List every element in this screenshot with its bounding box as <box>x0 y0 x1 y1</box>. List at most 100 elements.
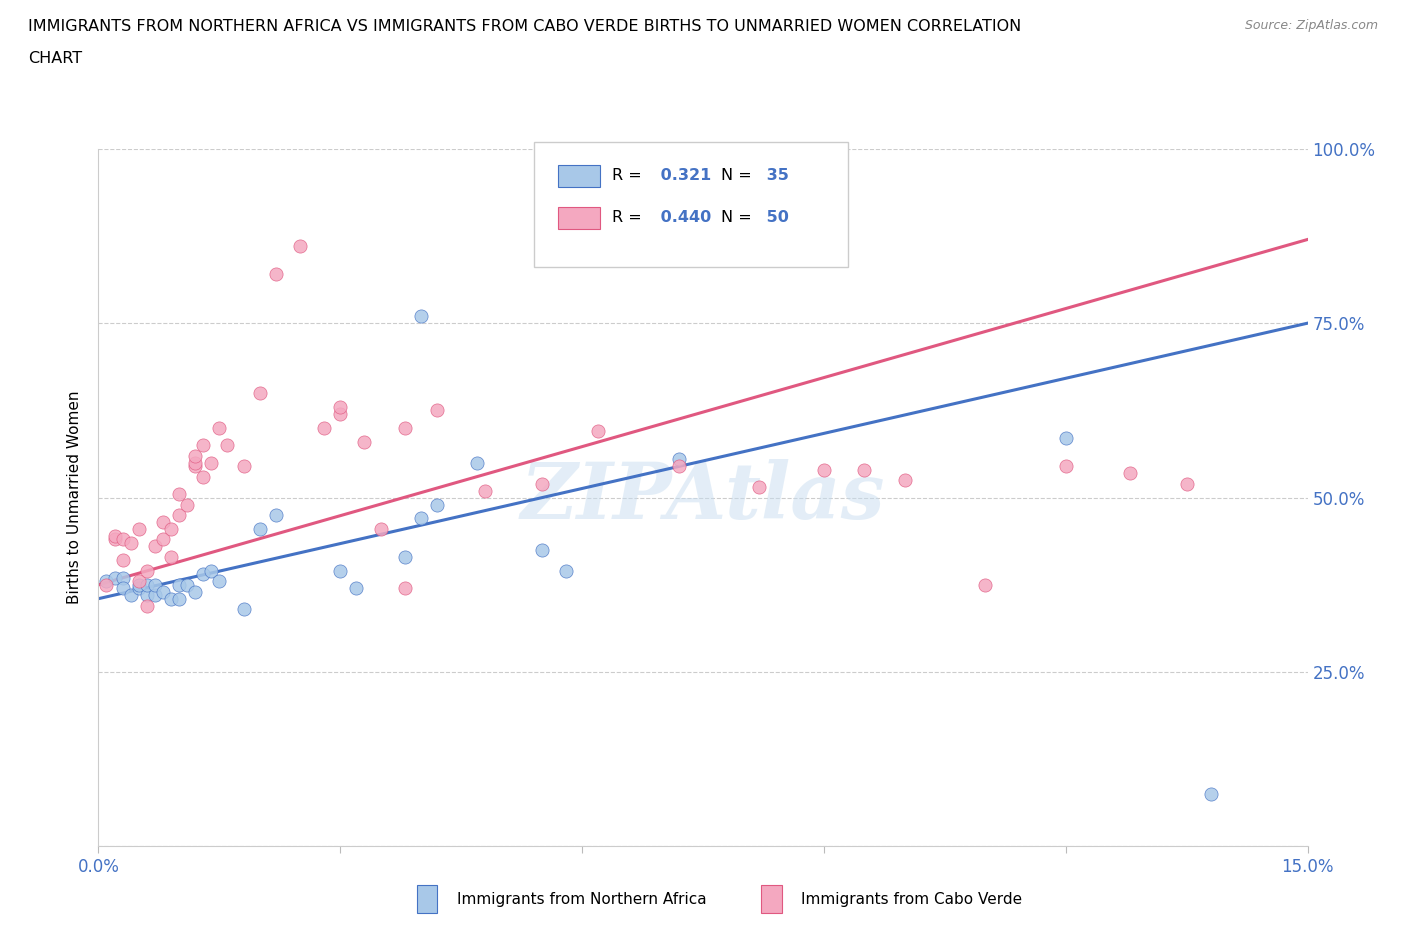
Point <box>530 542 553 557</box>
Point <box>249 386 271 401</box>
Point <box>184 584 207 599</box>
Point <box>167 508 190 523</box>
Text: N =: N = <box>721 167 756 183</box>
Point <box>329 400 352 415</box>
Point <box>167 578 190 592</box>
Point <box>264 508 287 523</box>
Point <box>135 598 157 613</box>
Point <box>96 578 118 592</box>
Text: 50: 50 <box>761 209 789 225</box>
Point <box>893 472 915 487</box>
Point <box>128 578 150 592</box>
Point <box>394 420 416 435</box>
Point <box>353 434 375 449</box>
Text: R =: R = <box>613 167 647 183</box>
Point <box>193 470 215 485</box>
Point <box>974 578 997 592</box>
Point <box>329 406 352 421</box>
Point <box>668 458 690 473</box>
Point <box>103 570 125 585</box>
Point <box>111 570 134 585</box>
Text: 35: 35 <box>761 167 789 183</box>
Point <box>426 498 449 512</box>
Y-axis label: Births to Unmarried Women: Births to Unmarried Women <box>67 391 83 604</box>
Point <box>135 564 157 578</box>
Point <box>152 514 174 529</box>
Point <box>344 580 367 596</box>
Point <box>143 588 166 603</box>
Text: Immigrants from Cabo Verde: Immigrants from Cabo Verde <box>801 892 1022 907</box>
Point <box>135 588 157 603</box>
Point <box>394 580 416 596</box>
Text: 0.440: 0.440 <box>655 209 711 225</box>
Point <box>208 574 231 589</box>
Point <box>555 564 578 578</box>
Point <box>426 403 449 418</box>
Text: N =: N = <box>721 209 756 225</box>
Point <box>120 588 142 603</box>
Point <box>111 532 134 547</box>
Point <box>128 522 150 537</box>
FancyBboxPatch shape <box>558 206 600 229</box>
Point <box>409 512 432 526</box>
Point <box>111 580 134 596</box>
Point <box>668 452 690 467</box>
Text: ZIPAtlas: ZIPAtlas <box>520 459 886 536</box>
Point <box>394 550 416 565</box>
Point <box>152 584 174 599</box>
Point <box>232 602 254 617</box>
Point <box>167 486 190 501</box>
Point <box>128 574 150 589</box>
Point <box>103 532 125 547</box>
Point <box>217 438 239 453</box>
Point <box>111 553 134 568</box>
Point <box>160 550 183 565</box>
FancyBboxPatch shape <box>558 165 600 187</box>
Point <box>128 580 150 596</box>
Point <box>288 239 311 254</box>
Point <box>152 532 174 547</box>
Point <box>135 578 157 592</box>
Point <box>232 458 254 473</box>
Point <box>329 564 352 578</box>
Text: 0.321: 0.321 <box>655 167 711 183</box>
Point <box>530 476 553 491</box>
Point <box>120 536 142 551</box>
Text: IMMIGRANTS FROM NORTHERN AFRICA VS IMMIGRANTS FROM CABO VERDE BIRTHS TO UNMARRIE: IMMIGRANTS FROM NORTHERN AFRICA VS IMMIG… <box>28 19 1021 33</box>
Point <box>176 498 198 512</box>
Point <box>103 528 125 543</box>
Point <box>160 522 183 537</box>
Point <box>167 591 190 606</box>
Point <box>184 456 207 471</box>
Point <box>193 438 215 453</box>
Point <box>1054 458 1077 473</box>
Point <box>586 424 609 439</box>
Point <box>1054 431 1077 445</box>
Point <box>748 480 770 495</box>
Text: Source: ZipAtlas.com: Source: ZipAtlas.com <box>1244 19 1378 32</box>
Point <box>193 567 215 582</box>
Text: CHART: CHART <box>28 51 82 66</box>
Point <box>1119 466 1142 481</box>
Point <box>143 539 166 554</box>
Point <box>813 462 835 477</box>
Point <box>160 591 183 606</box>
Point <box>1175 476 1198 491</box>
Point <box>370 522 392 537</box>
Point <box>853 462 876 477</box>
Point <box>208 420 231 435</box>
Point <box>474 484 496 498</box>
Point <box>264 267 287 282</box>
Point <box>409 309 432 324</box>
Point <box>465 456 488 471</box>
Point <box>143 578 166 592</box>
Text: Immigrants from Northern Africa: Immigrants from Northern Africa <box>457 892 707 907</box>
Point <box>200 456 222 471</box>
Point <box>314 420 336 435</box>
Point <box>200 564 222 578</box>
Text: R =: R = <box>613 209 647 225</box>
Point <box>96 574 118 589</box>
Point <box>1199 787 1222 802</box>
Point <box>184 458 207 473</box>
FancyBboxPatch shape <box>534 142 848 268</box>
